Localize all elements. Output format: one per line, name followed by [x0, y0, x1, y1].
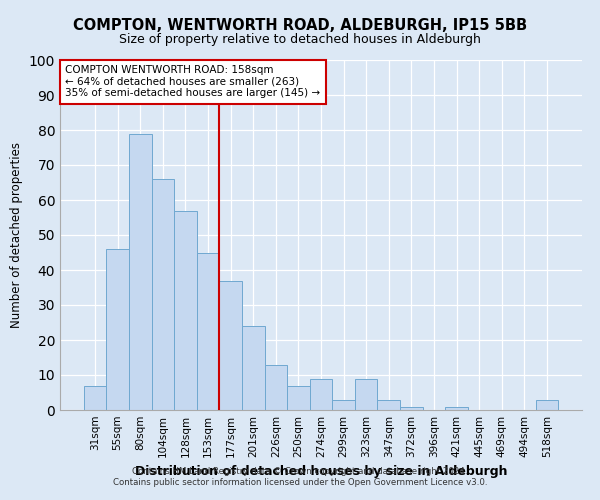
Bar: [106, 249, 129, 410]
Bar: [287, 386, 310, 410]
Bar: [242, 326, 265, 410]
Bar: [152, 179, 174, 410]
Bar: [536, 400, 558, 410]
Bar: [400, 406, 422, 410]
Bar: [310, 378, 332, 410]
Bar: [174, 210, 197, 410]
Text: Size of property relative to detached houses in Aldeburgh: Size of property relative to detached ho…: [119, 32, 481, 46]
Text: Contains HM Land Registry data © Crown copyright and database right 2024.: Contains HM Land Registry data © Crown c…: [132, 467, 468, 476]
Bar: [355, 378, 377, 410]
Bar: [197, 252, 220, 410]
Bar: [332, 400, 355, 410]
Text: COMPTON WENTWORTH ROAD: 158sqm
← 64% of detached houses are smaller (263)
35% of: COMPTON WENTWORTH ROAD: 158sqm ← 64% of …: [65, 66, 320, 98]
Text: COMPTON, WENTWORTH ROAD, ALDEBURGH, IP15 5BB: COMPTON, WENTWORTH ROAD, ALDEBURGH, IP15…: [73, 18, 527, 32]
Bar: [265, 364, 287, 410]
Bar: [220, 280, 242, 410]
Bar: [445, 406, 468, 410]
Bar: [129, 134, 152, 410]
Text: Contains public sector information licensed under the Open Government Licence v3: Contains public sector information licen…: [113, 478, 487, 487]
Bar: [377, 400, 400, 410]
Y-axis label: Number of detached properties: Number of detached properties: [10, 142, 23, 328]
X-axis label: Distribution of detached houses by size in Aldeburgh: Distribution of detached houses by size …: [135, 466, 507, 478]
Bar: [84, 386, 106, 410]
